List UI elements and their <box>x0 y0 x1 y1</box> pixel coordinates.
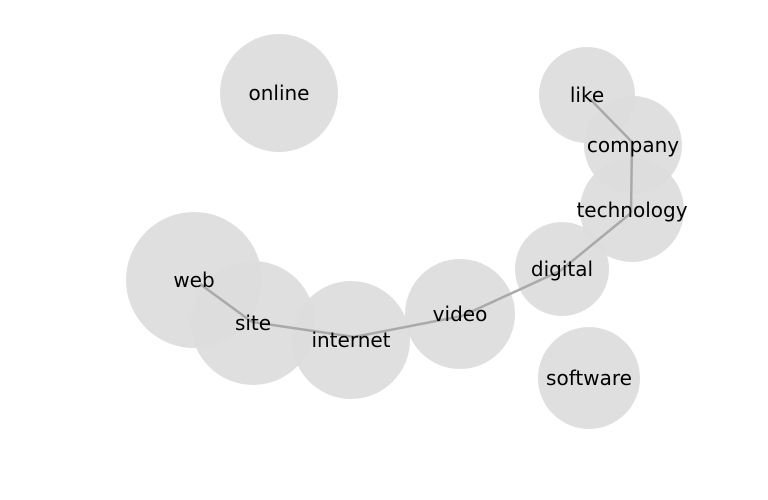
edge-technology-digital <box>559 212 632 272</box>
edge-like-company <box>589 98 633 143</box>
node-label-internet: internet <box>311 328 390 352</box>
node-online <box>220 34 338 152</box>
node-label-online: online <box>248 81 309 105</box>
node-label-like: like <box>570 83 604 107</box>
edge-site-web <box>199 282 253 324</box>
edges <box>199 98 634 339</box>
node-video <box>405 259 515 369</box>
node-label-video: video <box>433 302 488 326</box>
node-label-software: software <box>546 366 632 390</box>
node-internet <box>292 281 410 399</box>
node-label-web: web <box>173 268 214 292</box>
node-label-digital: digital <box>531 257 593 281</box>
edge-internet-site <box>251 320 355 339</box>
node-software <box>538 327 640 429</box>
node-label-company: company <box>587 133 679 157</box>
edge-digital-video <box>461 269 561 318</box>
node-label-site: site <box>235 311 271 335</box>
node-label-technology: technology <box>576 198 687 222</box>
edge-company-technology <box>629 141 634 214</box>
edge-video-internet <box>353 314 463 339</box>
